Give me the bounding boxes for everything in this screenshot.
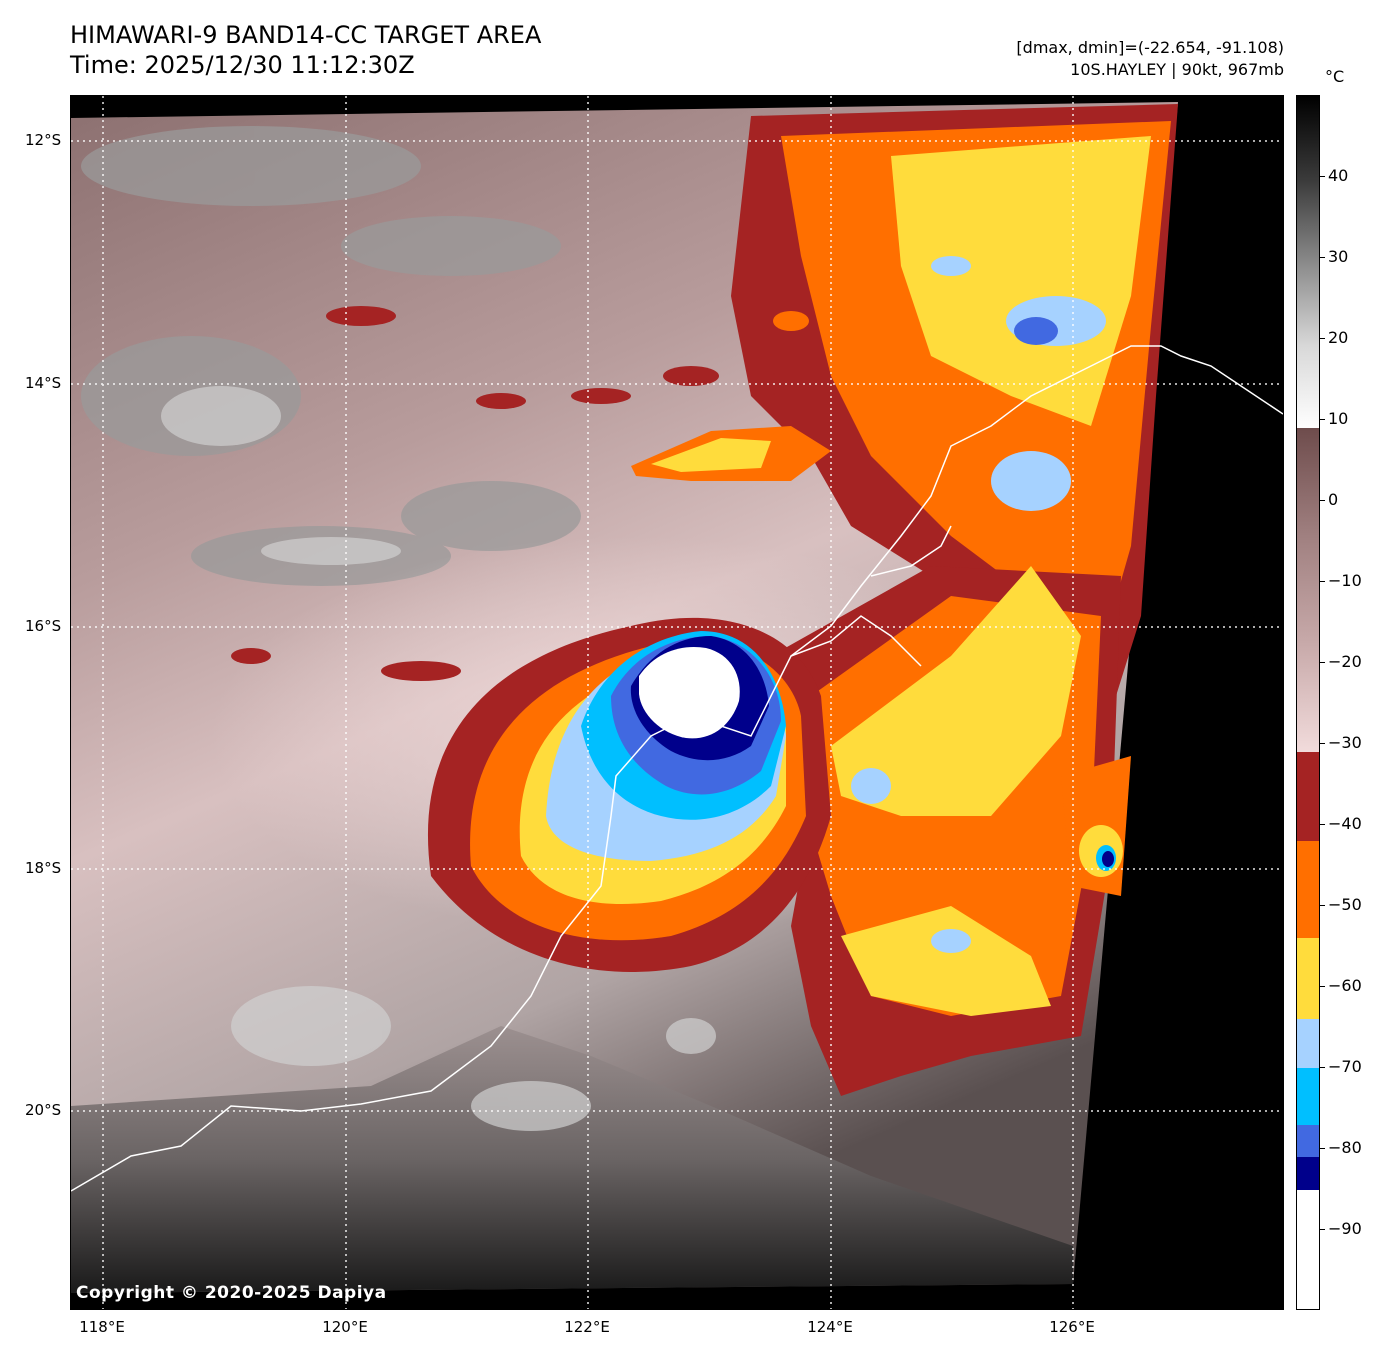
colorbar-tick bbox=[1320, 1229, 1325, 1230]
colorbar-tick-label: 40 bbox=[1328, 166, 1349, 185]
colorbar-tick-label: −40 bbox=[1328, 814, 1362, 833]
colorbar-tick bbox=[1320, 419, 1325, 420]
colorbar-tick-label: 10 bbox=[1328, 409, 1349, 428]
colorbar-tick bbox=[1320, 257, 1325, 258]
title-line-time: Time: 2025/12/30 11:12:30Z bbox=[70, 51, 415, 79]
colorbar-tick-label: −20 bbox=[1328, 652, 1362, 671]
colorbar bbox=[1296, 95, 1320, 1310]
chart-title: HIMAWARI-9 BAND14-CC TARGET AREA Time: 2… bbox=[70, 20, 541, 80]
lon-label-118e: 118°E bbox=[79, 1318, 125, 1336]
colorbar-tick-label: −50 bbox=[1328, 895, 1362, 914]
colorbar-tick-label: −80 bbox=[1328, 1138, 1362, 1157]
title-line-product: HIMAWARI-9 BAND14-CC TARGET AREA bbox=[70, 21, 542, 49]
coastline bbox=[71, 345, 1283, 1192]
storm-info: [dmax, dmin]=(-22.654, -91.108) 10S.HAYL… bbox=[1016, 37, 1284, 81]
colorbar-segment bbox=[1297, 841, 1319, 939]
lat-label-12s: 12°S bbox=[25, 131, 62, 149]
southern-land-area bbox=[71, 1026, 1073, 1293]
satellite-map bbox=[70, 95, 1284, 1310]
colorbar-tick-label: 30 bbox=[1328, 247, 1349, 266]
colorbar-tick-label: 0 bbox=[1328, 490, 1339, 509]
colorbar-tick bbox=[1320, 581, 1325, 582]
colorbar-segment bbox=[1297, 938, 1319, 1020]
colorbar-tick-label: −90 bbox=[1328, 1219, 1362, 1238]
colorbar-tick-label: −10 bbox=[1328, 571, 1362, 590]
graticule bbox=[71, 96, 1283, 1309]
colorbar-tick bbox=[1320, 1067, 1325, 1068]
colorbar-tick bbox=[1320, 338, 1325, 339]
colorbar-tick bbox=[1320, 500, 1325, 501]
colorbar-tick bbox=[1320, 1148, 1325, 1149]
colorbar-tick bbox=[1320, 662, 1325, 663]
colorbar-segment bbox=[1297, 1157, 1319, 1190]
lat-label-14s: 14°S bbox=[25, 374, 62, 392]
colorbar-tick bbox=[1320, 824, 1325, 825]
cyclone-core bbox=[427, 617, 831, 972]
colorbar-segment bbox=[1297, 428, 1319, 753]
lat-label-18s: 18°S bbox=[25, 859, 62, 877]
colorbar-tick-label: −30 bbox=[1328, 733, 1362, 752]
colorbar-segment bbox=[1297, 1068, 1319, 1126]
colorbar-segment bbox=[1297, 1019, 1319, 1069]
eastern-band bbox=[771, 566, 1131, 1096]
colorbar-tick-label: −60 bbox=[1328, 976, 1362, 995]
lon-label-124e: 124°E bbox=[807, 1318, 853, 1336]
colorbar-unit: °C bbox=[1325, 67, 1345, 86]
colorbar-segment bbox=[1297, 1189, 1319, 1309]
colorbar-tick-label: 20 bbox=[1328, 328, 1349, 347]
colorbar-segment bbox=[1297, 96, 1319, 429]
colorbar-tick bbox=[1320, 986, 1325, 987]
lat-label-20s: 20°S bbox=[25, 1101, 62, 1119]
satellite-imagery bbox=[71, 96, 1283, 1309]
colorbar-tick bbox=[1320, 905, 1325, 906]
colorbar-tick bbox=[1320, 743, 1325, 744]
colorbar-tick bbox=[1320, 176, 1325, 177]
storm-name-text: 10S.HAYLEY | 90kt, 967mb bbox=[1070, 60, 1284, 79]
lon-label-126e: 126°E bbox=[1049, 1318, 1095, 1336]
lon-label-120e: 120°E bbox=[322, 1318, 368, 1336]
lat-label-16s: 16°S bbox=[25, 617, 62, 635]
lon-label-122e: 122°E bbox=[564, 1318, 610, 1336]
data-range-text: [dmax, dmin]=(-22.654, -91.108) bbox=[1016, 38, 1284, 57]
colorbar-segment bbox=[1297, 1124, 1319, 1158]
colorbar-tick-label: −70 bbox=[1328, 1057, 1362, 1076]
copyright-text: Copyright © 2020-2025 Dapiya bbox=[76, 1283, 387, 1303]
scattered-cells bbox=[231, 306, 719, 681]
colorbar-segment bbox=[1297, 752, 1319, 842]
